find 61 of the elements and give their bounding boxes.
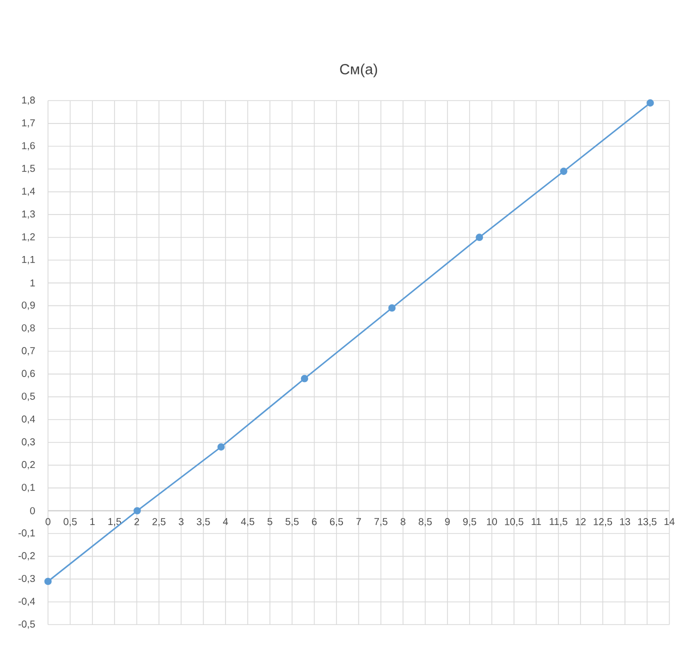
x-tick-label: 8,5 — [418, 518, 432, 526]
chart-title: См(а) — [340, 64, 378, 78]
y-tick-label: 1,8 — [22, 96, 35, 105]
x-tick-label: 8 — [400, 518, 406, 526]
point — [646, 99, 654, 107]
x-tick-label: 2,5 — [152, 518, 166, 526]
y-tick-label: 0,6 — [22, 370, 35, 378]
x-tick-label: 7,5 — [374, 518, 388, 526]
x-tick-label: 11,5 — [550, 518, 568, 526]
x-tick-label: 13 — [620, 518, 630, 526]
point — [134, 507, 141, 514]
y-tick-label: 1,1 — [22, 256, 35, 264]
y-tick-label: 1,5 — [22, 164, 35, 174]
y-tick-label: 1,4 — [22, 188, 36, 196]
x-tick-label: 0,5 — [64, 518, 77, 526]
x-tick-label: 13,5 — [638, 518, 656, 526]
x-tick-label: 4 — [222, 518, 228, 525]
y-tick-label: 1,7 — [22, 119, 35, 128]
y-tick-label: -0,3 — [18, 574, 35, 584]
x-tick-label: 10 — [487, 518, 497, 526]
x-tick-label: 0 — [46, 518, 50, 526]
y-tick-label: 0,7 — [22, 347, 35, 356]
y-tick-label: -0,1 — [18, 529, 35, 538]
point — [217, 443, 225, 451]
y-tick-label: 0,5 — [22, 392, 35, 401]
y-tick-label: -0,4 — [18, 598, 36, 606]
x-tick-label: 1 — [90, 518, 95, 525]
y-tick-label: -0,2 — [18, 552, 35, 560]
y-tick-label: 1,2 — [22, 233, 35, 242]
point — [44, 578, 52, 586]
x-tick-label: 6,5 — [330, 518, 344, 526]
x-tick-label: 9,5 — [463, 518, 476, 526]
x-tick-label: 11 — [532, 518, 541, 525]
x-tick-label: 2 — [134, 518, 140, 526]
y-tick-label: 0 — [30, 507, 35, 514]
point — [388, 304, 396, 312]
y-tick-label: 1,3 — [22, 210, 35, 219]
x-tick-label: 10,5 — [505, 518, 524, 526]
y-tick-label: 0,4 — [22, 415, 36, 424]
x-tick-label: 5,5 — [286, 518, 299, 526]
x-tick-label: 14 — [664, 518, 675, 525]
point — [560, 168, 568, 175]
x-tick-label: 9 — [445, 518, 450, 526]
x-tick-label: 3,5 — [196, 518, 210, 526]
y-tick-label: 0,8 — [22, 324, 35, 333]
y-tick-label: 0,2 — [22, 461, 35, 470]
y-tick-label: 0,1 — [22, 484, 35, 492]
point — [300, 374, 308, 382]
point — [476, 234, 484, 242]
x-tick-label: 5 — [268, 518, 272, 526]
x-tick-label: 12 — [576, 518, 586, 526]
x-tick-label: 7 — [356, 518, 361, 525]
y-tick-label: 1,6 — [22, 142, 35, 150]
y-tick-label: 0,9 — [22, 302, 35, 310]
x-tick-label: 12,5 — [594, 518, 612, 526]
y-tick-label: -0,5 — [18, 620, 35, 629]
y-tick-label: 1 — [30, 279, 35, 286]
x-tick-label: 3 — [178, 518, 184, 526]
y-tick-label: 0,3 — [22, 438, 35, 447]
x-tick-label: 6 — [312, 518, 317, 526]
x-tick-label: 4,5 — [240, 518, 254, 526]
